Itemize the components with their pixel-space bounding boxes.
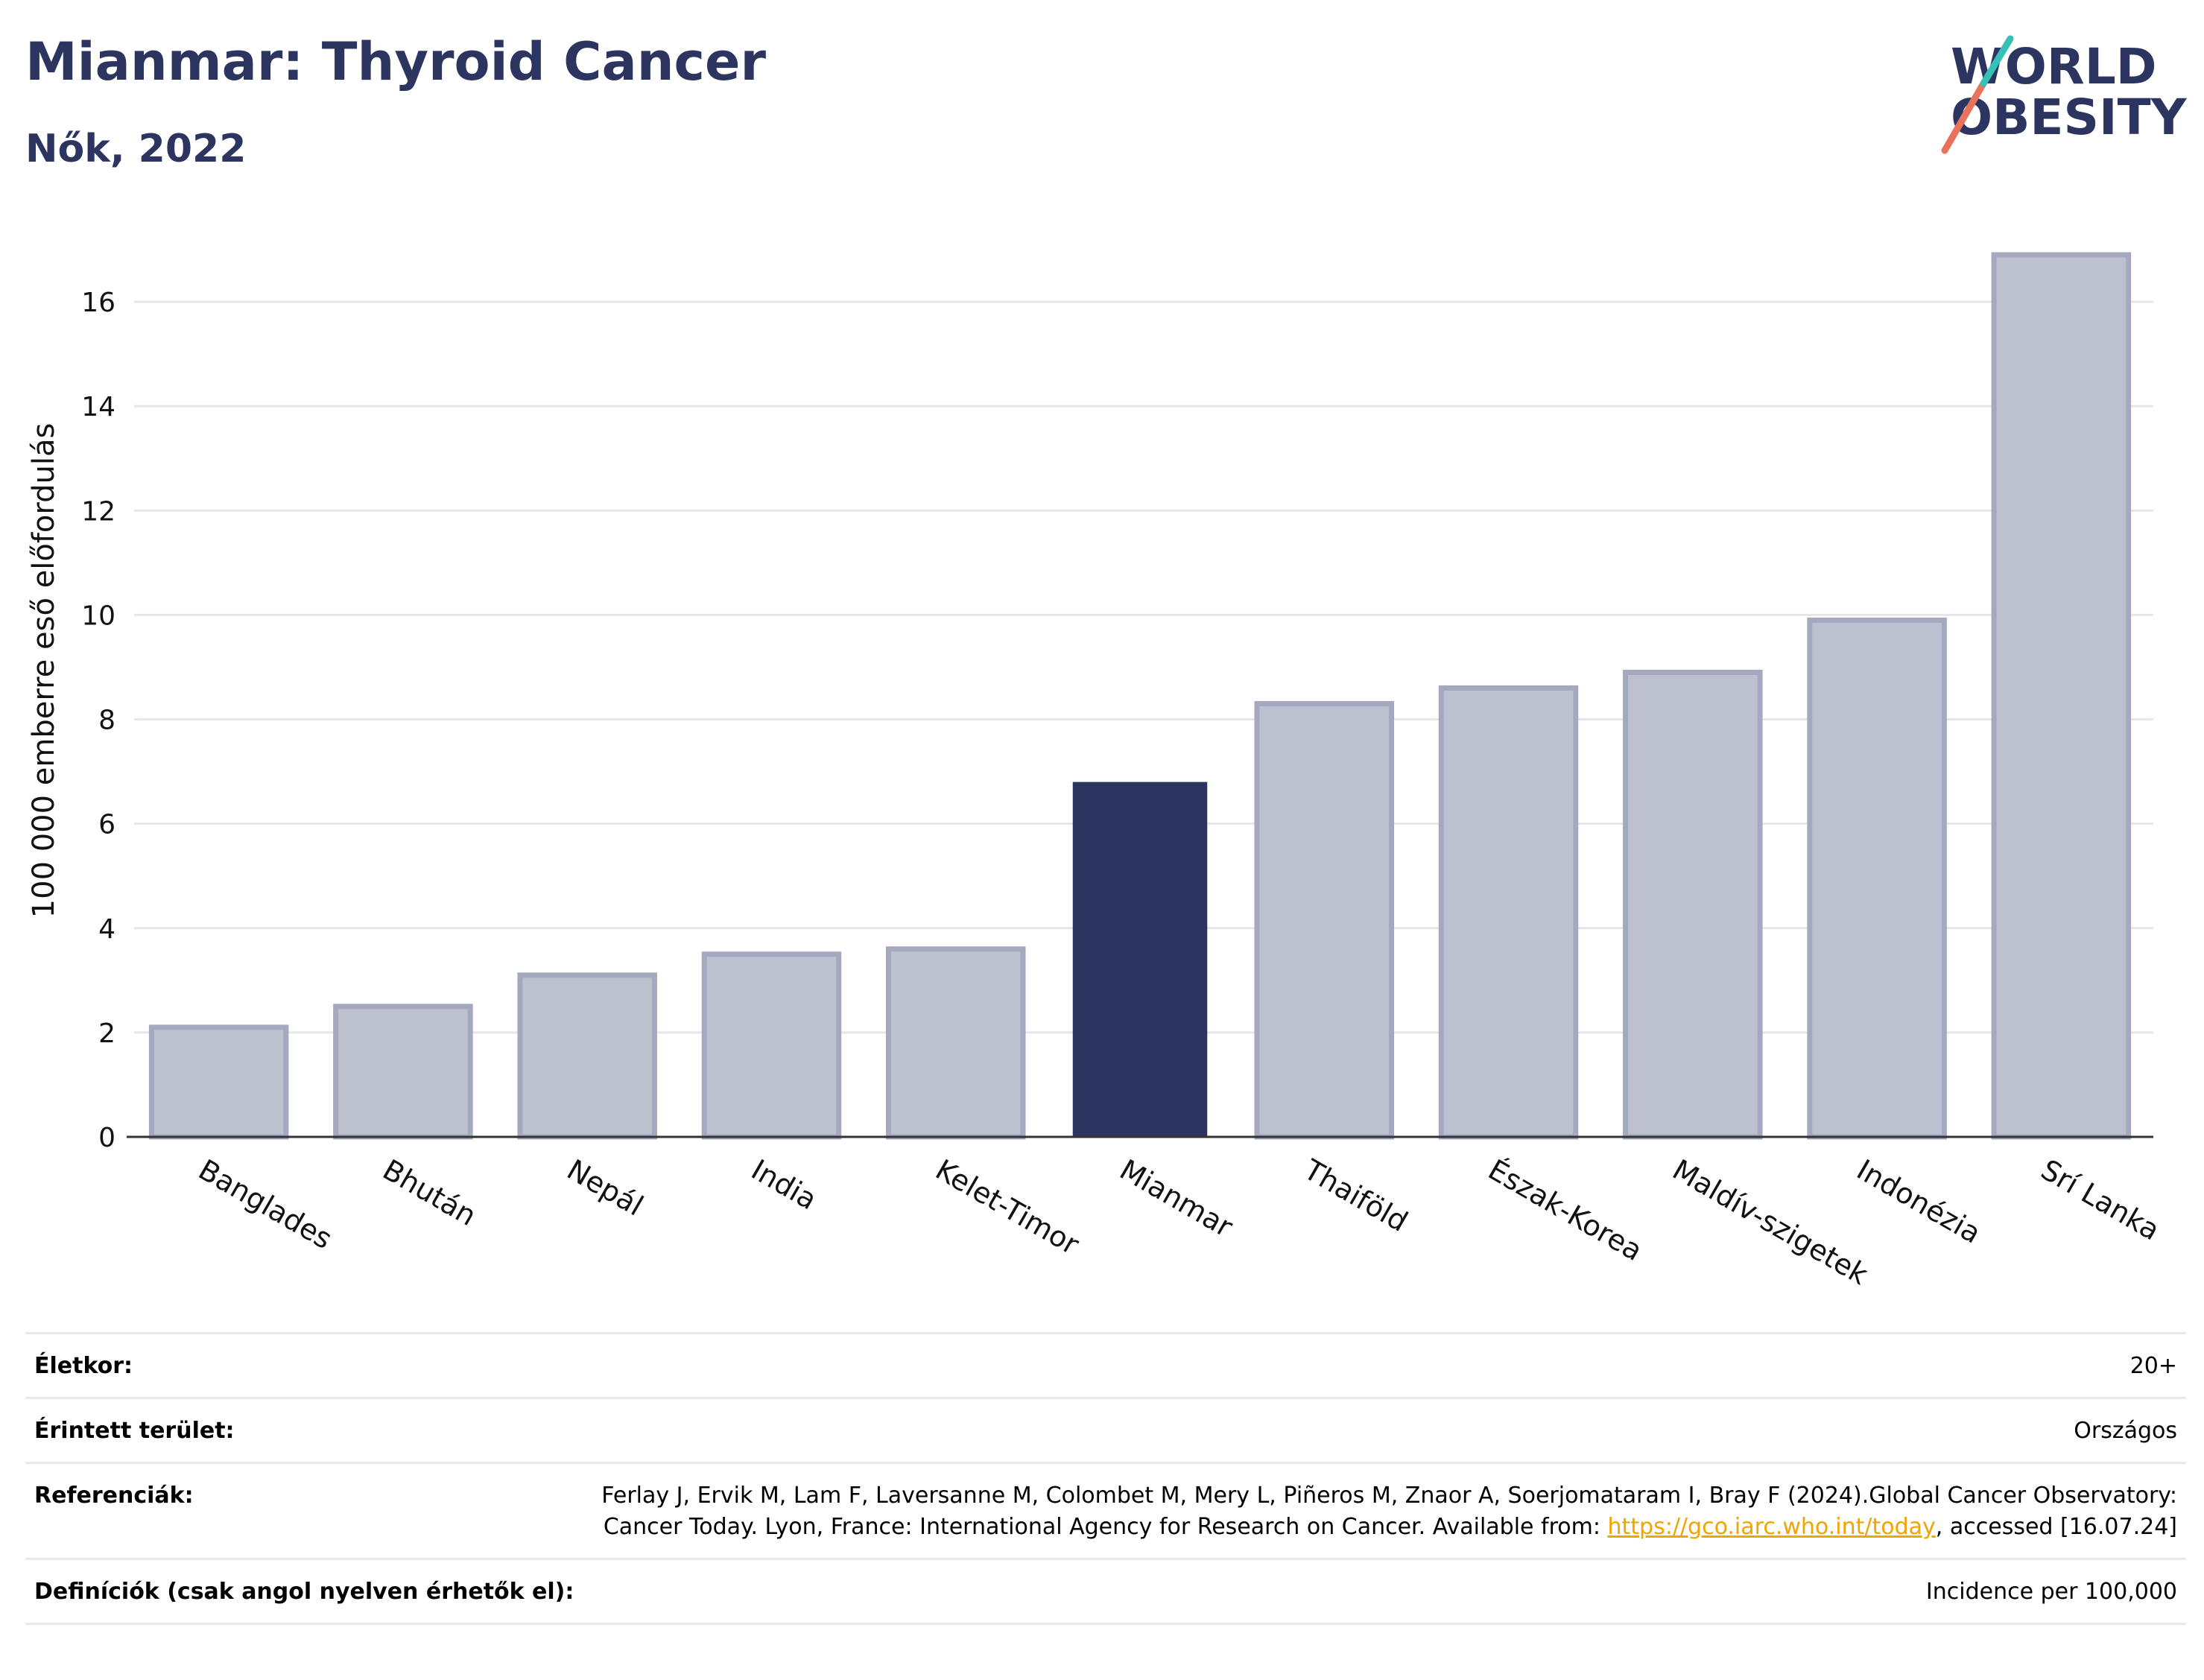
area-value: Országos (2074, 1418, 2177, 1444)
x-tick-label: Banglades (193, 1153, 338, 1255)
x-tick-label: Thaiföld (1298, 1153, 1413, 1238)
bars (148, 252, 2132, 1140)
y-tick-label: 10 (81, 600, 115, 631)
y-tick-label: 8 (98, 706, 115, 736)
references-text-1: Ferlay J, Ervik M, Lam F, Laversanne M, … (601, 1483, 2177, 1540)
chart-title: Mianmar: Thyroid Cancer (25, 31, 767, 92)
x-tick-label: Srí Lanka (2036, 1153, 2165, 1247)
world-obesity-logo: WORLD OBESITY (1941, 35, 2188, 154)
references-text-2: , accessed [16.07.24] (1935, 1514, 2177, 1540)
definitions-value: Incidence per 100,000 (1925, 1579, 2177, 1605)
meta-row-definitions: Definíciók (csak angol nyelven érhetők e… (25, 1560, 2186, 1625)
bar (1072, 782, 1208, 1137)
bar (1438, 685, 1579, 1140)
x-tick-label: Bhután (377, 1153, 481, 1232)
y-tick-label: 4 (98, 914, 115, 945)
metadata-table: Életkor: 20+ Érintett terület: Országos … (25, 1332, 2186, 1625)
logo-line-2: OBESITY (1951, 89, 2188, 146)
chart-subtitle: Nők, 2022 (25, 127, 247, 171)
bar (1991, 252, 2132, 1140)
y-axis-label: 100 000 emberre eső előfordulás (27, 423, 61, 919)
y-tick-label: 2 (98, 1018, 115, 1049)
bar (148, 1024, 289, 1140)
x-tick-label: Észak-Korea (1483, 1153, 1648, 1267)
definitions-label: Definíciók (csak angol nyelven érhetők e… (34, 1579, 574, 1605)
bar-chart: 0 2 4 6 8 10 12 14 16 Banglades Bhután Nepál India Ke… (27, 252, 2165, 1291)
references-value: Ferlay J, Ervik M, Lam F, Laversanne M, … (538, 1480, 2177, 1543)
bar (1807, 617, 1947, 1140)
y-tick-label: 0 (98, 1123, 115, 1153)
age-label: Életkor: (34, 1353, 133, 1379)
y-tick-label: 14 (81, 392, 115, 422)
x-tick-label: Nepál (562, 1153, 649, 1223)
bar (1623, 669, 1763, 1140)
meta-row-age: Életkor: 20+ (25, 1334, 2186, 1399)
bar (517, 972, 657, 1140)
x-tick-label: India (746, 1153, 823, 1217)
x-tick-label: Mianmar (1115, 1153, 1239, 1244)
references-link[interactable]: https://gco.iarc.who.int/today (1607, 1514, 1936, 1540)
y-tick-label: 16 (81, 288, 115, 318)
bar (885, 946, 1026, 1140)
bar (701, 951, 842, 1140)
references-label: Referenciák: (34, 1483, 194, 1509)
meta-row-area: Érintett terület: Országos (25, 1399, 2186, 1464)
bar (1254, 701, 1395, 1140)
age-value: 20+ (2129, 1353, 2177, 1379)
bar (333, 1004, 473, 1140)
meta-row-references: Referenciák: Ferlay J, Ervik M, Lam F, L… (25, 1464, 2186, 1560)
x-tick-label: Indonézia (1852, 1153, 1986, 1250)
x-tick-label: Kelet-Timor (930, 1153, 1085, 1261)
area-label: Érintett terület: (34, 1418, 235, 1444)
y-tick-label: 6 (98, 810, 115, 840)
y-tick-label: 12 (81, 496, 115, 527)
x-tick-label: Maldív-szigetek (1667, 1153, 1873, 1291)
